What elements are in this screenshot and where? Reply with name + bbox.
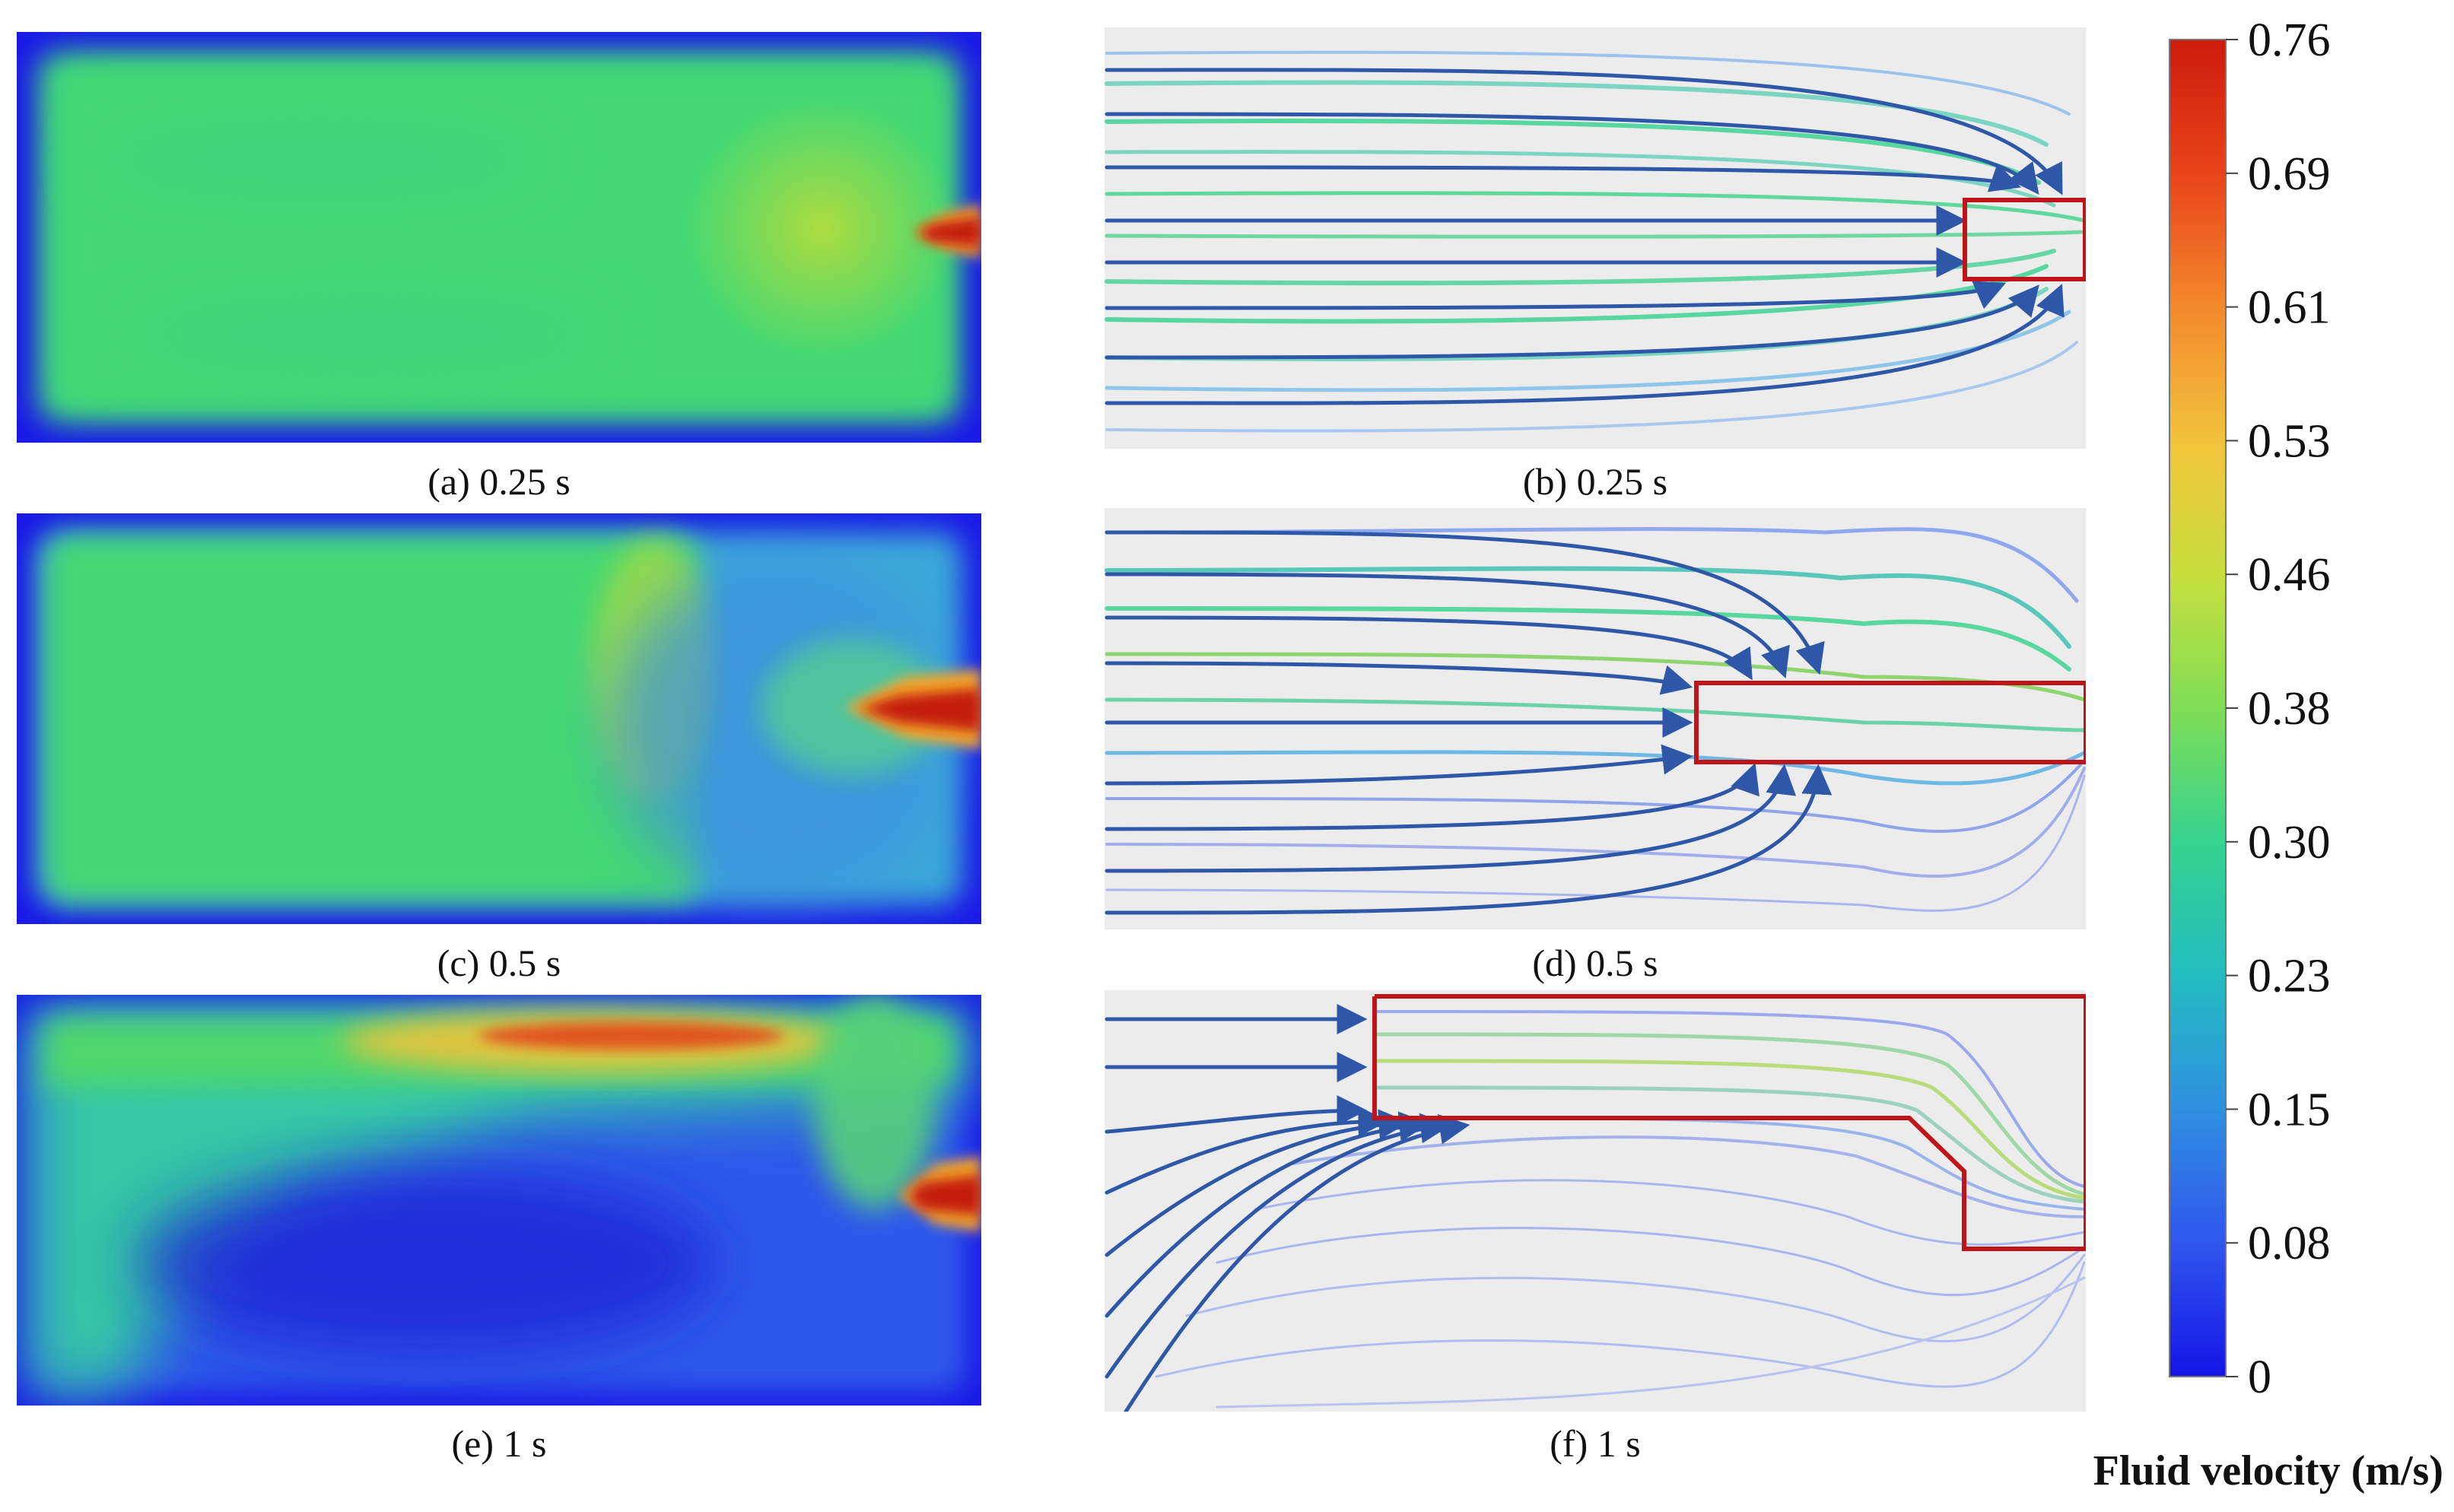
colorbar-tick-label: 0.46	[2248, 549, 2331, 601]
colorbar-tick-label: 0.76	[2248, 14, 2331, 66]
caption-e: (e) 1 s	[452, 1422, 547, 1465]
colorbar-tick-label: 0.38	[2248, 683, 2331, 735]
colorbar-gradient	[2169, 39, 2227, 1377]
colorbar-tick-label: 0.23	[2248, 951, 2331, 1002]
caption-d: (d) 0.5 s	[1532, 942, 1658, 984]
colorbar-tick-label: 0.69	[2248, 148, 2331, 200]
colorbar-tick-label: 0.53	[2248, 415, 2331, 467]
colorbar-title: Fluid velocity (m/s)	[2093, 1447, 2443, 1495]
caption-f: (f) 1 s	[1550, 1422, 1640, 1465]
panel-f-streamlines	[1105, 990, 2086, 1412]
colorbar-tick-label: 0.08	[2248, 1218, 2331, 1269]
panel-c-contour	[17, 513, 981, 924]
colorbar-tick-label: 0.61	[2248, 282, 2331, 334]
caption-a: (a) 0.25 s	[428, 460, 570, 503]
panel-e-contour	[17, 995, 981, 1406]
colorbar-ticks: 0.76 0.69 0.61 0.53 0.46 0.38 0.30 0.23 0.15 0.08…	[2226, 14, 2331, 1403]
caption-c: (c) 0.5 s	[437, 942, 561, 984]
caption-b: (b) 0.25 s	[1523, 460, 1667, 503]
panel-a-contour	[17, 32, 981, 443]
colorbar: 0.76 0.69 0.61 0.53 0.46 0.38 0.30 0.23 0.15 0.08…	[2093, 14, 2443, 1495]
panel-b-streamlines	[1105, 27, 2086, 449]
colorbar-tick-label: 0.30	[2248, 817, 2331, 869]
panel-d-streamlines	[1105, 508, 2086, 929]
colorbar-tick-label: 0	[2248, 1352, 2271, 1403]
colorbar-tick-label: 0.15	[2248, 1084, 2331, 1136]
